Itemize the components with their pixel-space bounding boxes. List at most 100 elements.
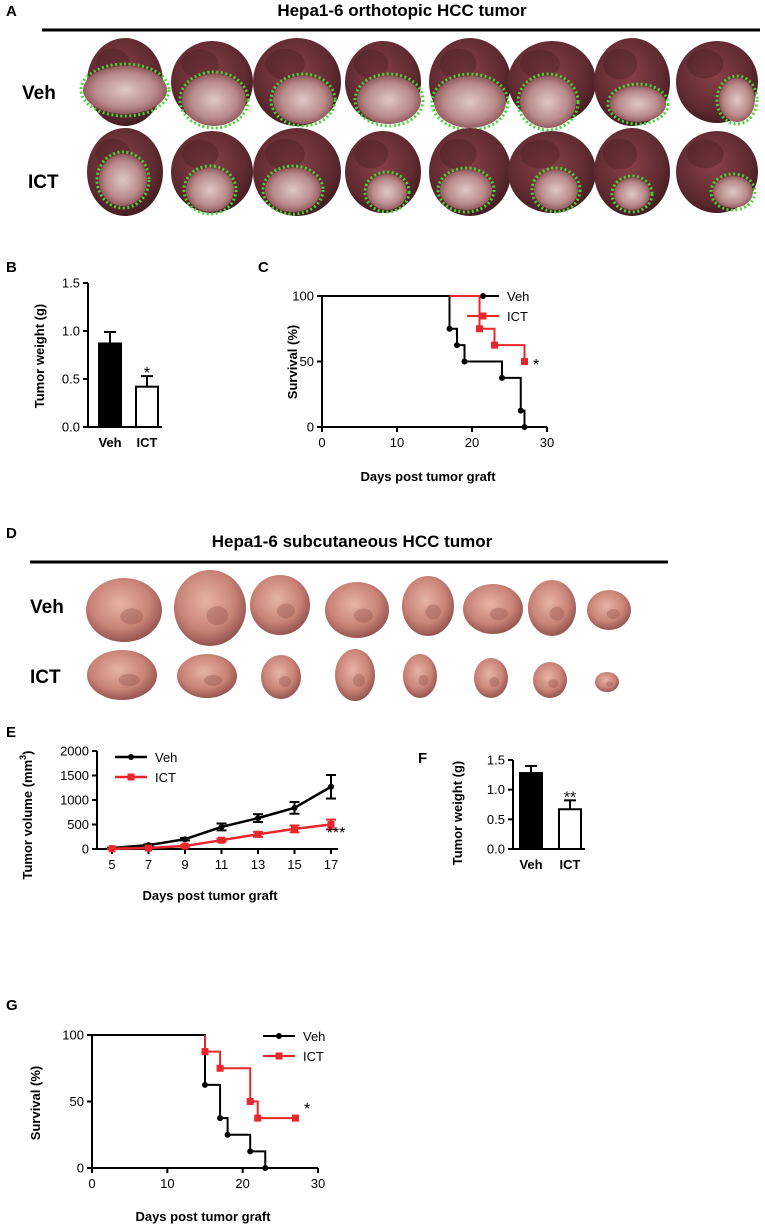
tumor-outline-dotted [610,174,654,214]
series-line-ict [449,295,526,362]
chart-g-xlabel: Days post tumor graft [135,1209,271,1224]
data-point [181,842,189,850]
chartG-x-tick-label: 10 [160,1176,174,1191]
chart-g: 0 50 100 0 10 20 30 Veh ICT * [62,1028,325,1192]
tumor-region [265,168,321,212]
x-category-label: ICT [137,435,158,450]
subcutaneous-tumor [463,584,523,634]
panel-a-row-veh: Veh [22,83,56,104]
chartE-y-tick-label: 0 [82,842,89,857]
liver-lobe-shadow [520,139,560,169]
chartE-x-tick-label: 17 [324,857,338,872]
subcutaneous-tumor [86,578,162,642]
tumor-region [357,76,421,124]
chartE-x-tick-label: 11 [215,857,229,872]
liver-lobe-shadow [353,49,389,79]
tumor-hemorrhage-spot [548,679,559,689]
subcutaneous-tumor [174,570,246,646]
panel-label-a: A [6,3,17,20]
chart-b-ylabel: Tumor weight (g) [32,304,47,408]
liver-lobe-shadow [353,139,389,169]
x-category-label: Veh [519,857,542,872]
data-point [275,1052,283,1060]
liver-lobe-shadow [181,139,219,169]
chart-c-ylabel: Survival (%) [285,325,300,399]
chart-e-ylabel: Tumor volume (mm3) [18,750,35,879]
tumor-region [534,170,578,210]
chartC-x-tick-label: 10 [390,435,404,450]
subcutaneous-tumor [335,649,375,701]
tumor-hemorrhage-spot [206,606,228,626]
tumor-region [367,174,407,210]
data-point [461,358,468,365]
tumor-region [520,76,576,128]
panel-label-g: G [6,997,18,1014]
panel-d-row-veh: Veh [30,597,64,618]
chartE-x-tick-label: 7 [145,857,152,872]
tumor-region [83,66,167,114]
chartB-y-tick-label: 0.5 [62,372,80,387]
x-category-label: Veh [98,435,121,450]
tumor-outline-dotted [269,72,337,128]
data-point [491,341,498,349]
tumor-region [440,170,492,210]
tumor-region [614,178,650,210]
subcutaneous-tumor-photos [86,570,631,701]
legend-label-veh: Veh [155,750,177,765]
data-point [201,1048,209,1056]
panel-d-title: Hepa1-6 subcutaneous HCC tumor [212,532,493,551]
tumor-hemorrhage-spot [279,675,291,687]
liver-lobe-shadow [602,48,638,80]
tumor-hemorrhage-spot [490,607,508,621]
data-point [517,407,524,414]
chart-g-ylabel: Survival (%) [28,1066,43,1140]
data-point [521,424,528,430]
chartC-x-tick-label: 20 [465,435,479,450]
data-point [218,823,225,830]
liver-lobe-shadow [602,138,638,170]
tumor-outline-dotted [436,166,496,214]
chartF-y-tick-label: 1.5 [487,753,505,768]
subcutaneous-tumor [261,655,301,699]
chart-e: 0 500 1000 1500 2000 5 7 9 11 13 15 17 Veh ICT *** [60,744,345,873]
tumor-outline-dotted [95,150,151,210]
chartE-x-tick-label: 13 [251,857,265,872]
panel-e: E Tumor volume (mm3) Days post tumor gra… [6,724,345,903]
tumor-outline-dotted [182,164,238,216]
subcutaneous-tumor [87,650,157,700]
data-point [246,1098,254,1105]
tumor-outline-dotted [363,170,411,214]
data-point [128,754,134,760]
orthotopic-liver-photos [79,38,759,216]
tumor-hemorrhage-spot [425,604,442,620]
significance-marker: *** [327,825,346,842]
tumor-outline-dotted [353,72,425,128]
legend-label-ict: ICT [155,770,176,785]
data-point [254,830,262,838]
panel-d-row-ict: ICT [30,667,61,688]
chart-f-ylabel: Tumor weight (g) [450,761,465,865]
data-point [480,293,486,299]
tumor-region [713,176,753,208]
data-point [479,312,487,320]
tumor-hemorrhage-spot [277,603,295,619]
bar-ict [558,808,582,850]
chartG-y-tick-label: 100 [62,1028,84,1043]
chart-e-ylabel-end: ) [20,750,35,754]
chartC-y-tick-label: 0 [307,420,314,435]
legend-label-ict: ICT [507,309,528,324]
data-point [255,815,261,822]
data-point [217,1115,224,1122]
significance-marker: * [533,357,539,374]
data-point [224,1131,231,1138]
chart-c-xlabel: Days post tumor graft [360,469,496,484]
chart-f: 0.0 0.5 1.0 1.5 Veh ICT ** [487,753,585,872]
panel-d: D Hepa1-6 subcutaneous HCC tumor Veh ICT [6,525,668,701]
tumor-hemorrhage-spot [118,673,140,687]
panel-label-e: E [6,724,16,741]
tumor-hemorrhage-spot [204,674,222,686]
chartC-x-tick-label: 0 [318,435,325,450]
bar-ict [135,385,159,428]
tumor-hemorrhage-spot [549,606,564,621]
panel-label-d: D [6,525,17,542]
